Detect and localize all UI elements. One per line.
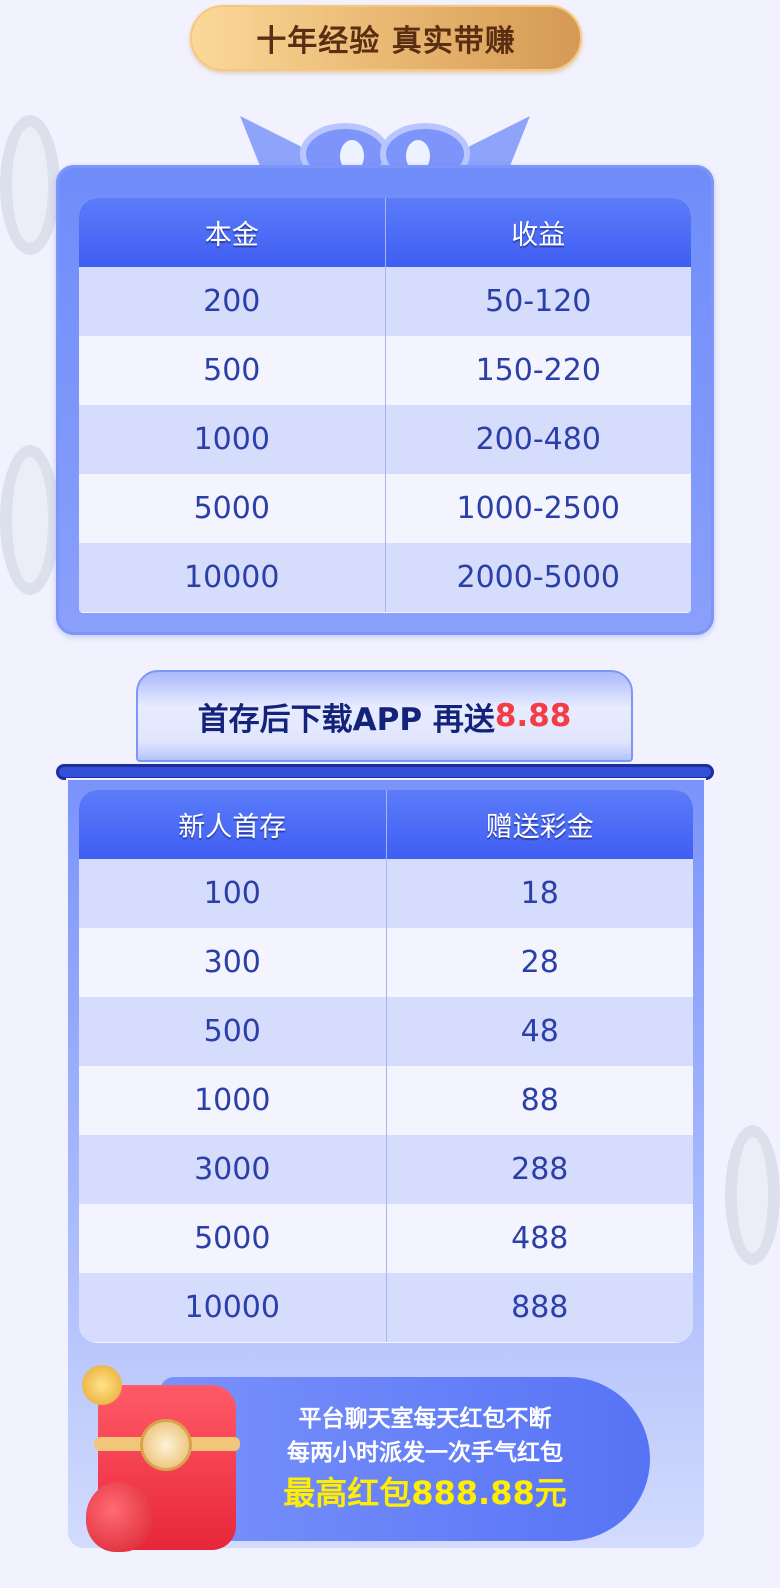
cell-amount: 5000 — [79, 474, 386, 543]
promo-max-amount: 最高红包888.88元 — [283, 1474, 567, 1512]
promo-line-1: 平台聊天室每天红包不断 — [298, 1406, 552, 1432]
red-packet-promo: 平台聊天室每天红包不断 每两小时派发一次手气红包 最高红包888.88元 — [160, 1377, 650, 1541]
header-bonus: 赠送彩金 — [485, 812, 594, 843]
promo-line-2: 每两小时派发一次手气红包 — [287, 1440, 563, 1466]
table-row: 200 50-120 — [79, 267, 691, 336]
table-header: 新人首存 赠送彩金 — [79, 790, 693, 859]
cell-amount: 500 — [79, 997, 387, 1066]
poker-chip-decoration — [725, 1125, 780, 1265]
cell-value: 488 — [511, 1221, 569, 1256]
cell-amount: 3000 — [79, 1135, 387, 1204]
title-badge: 十年经验 真实带赚 — [190, 5, 582, 71]
table-row: 300 28 — [79, 928, 693, 997]
table-row: 5000 488 — [79, 1204, 693, 1273]
cell-amount: 200 — [79, 267, 386, 336]
header-earnings: 收益 — [511, 220, 566, 251]
cell-value: 2000-5000 — [456, 560, 621, 595]
cell-amount: 10000 — [79, 1273, 387, 1342]
poker-chip-decoration — [0, 445, 60, 595]
header-first-deposit: 新人首存 — [79, 790, 387, 859]
table-row: 100 18 — [79, 859, 693, 928]
cell-value: 150-220 — [475, 353, 601, 388]
cell-amount: 300 — [79, 928, 387, 997]
table-row: 1000 88 — [79, 1066, 693, 1135]
table-row: 1000 200-480 — [79, 405, 691, 474]
table-row: 5000 1000-2500 — [79, 474, 691, 543]
banner-text: 首存后下载APP 再送 — [197, 701, 495, 738]
table-row: 10000 2000-5000 — [79, 543, 691, 612]
table-header: 本金 收益 — [79, 198, 691, 267]
table-row: 500 48 — [79, 997, 693, 1066]
cell-amount: 1000 — [79, 1066, 387, 1135]
cell-amount: 100 — [79, 859, 387, 928]
cell-amount: 10000 — [79, 543, 386, 612]
cell-value: 48 — [520, 1014, 559, 1049]
header-principal: 本金 — [79, 198, 386, 267]
banner-bonus: 8.88 — [494, 698, 572, 734]
money-bag-icon — [86, 1482, 152, 1552]
first-deposit-bonus-table: 新人首存 赠送彩金 100 18 300 28 500 48 1000 88 3000 288 50… — [79, 790, 693, 1343]
cell-amount: 500 — [79, 336, 386, 405]
cell-value: 28 — [520, 945, 559, 980]
table-row: 500 150-220 — [79, 336, 691, 405]
cell-value: 88 — [520, 1083, 559, 1118]
gold-coin-icon — [82, 1365, 122, 1405]
cell-value: 288 — [511, 1152, 569, 1187]
table-row: 10000 888 — [79, 1273, 693, 1342]
cell-value: 18 — [520, 876, 559, 911]
cell-amount: 1000 — [79, 405, 386, 474]
cell-value: 200-480 — [475, 422, 601, 457]
poker-chip-decoration — [0, 115, 60, 255]
table-row: 3000 288 — [79, 1135, 693, 1204]
principal-earnings-table: 本金 收益 200 50-120 500 150-220 1000 200-480 5000… — [79, 198, 691, 613]
cell-value: 50-120 — [485, 284, 592, 319]
cell-amount: 5000 — [79, 1204, 387, 1273]
cell-value: 1000-2500 — [456, 491, 621, 526]
cell-value: 888 — [511, 1290, 569, 1325]
download-app-banner: 首存后下载APP 再送 8.88 — [136, 670, 633, 762]
